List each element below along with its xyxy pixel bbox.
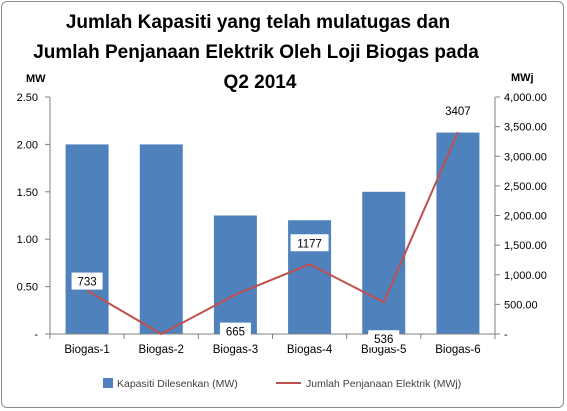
data-label: 1177: [297, 238, 322, 250]
data-label: 3407: [445, 106, 471, 118]
chart-title-line-1: Jumlah Kapasiti yang telah mulatugas dan: [66, 12, 450, 33]
y-right-tick-label: 3,000.00: [504, 151, 547, 163]
line-series-path: [86, 131, 459, 335]
x-category-label: Biogas-3: [213, 344, 258, 356]
bar-3: [213, 215, 257, 334]
data-label-bg: [368, 330, 400, 348]
bar-2: [139, 144, 183, 334]
chart-title-line-3: Q2 2014: [224, 72, 297, 93]
y-left-axis-label: MW: [26, 73, 46, 85]
y-left-tick-label: -: [34, 329, 38, 341]
bar-5: [362, 191, 406, 334]
x-category-label: Biogas-6: [435, 344, 480, 356]
bar-series: [65, 132, 480, 334]
axes: [49, 97, 496, 339]
y-right-ticks: - 500.00 1,000.00 1,500.00 2,000.00 2,500.00 3…: [495, 92, 547, 341]
legend-bar-label: Kapasiti Dilesenkan (MW): [117, 378, 238, 390]
data-label: 733: [77, 277, 96, 289]
data-label: 665: [226, 327, 245, 339]
y-right-tick-label: 2,500.00: [504, 181, 547, 193]
bar-1: [65, 144, 109, 334]
y-right-tick-label: 4,000.00: [504, 92, 547, 104]
y-right-tick-label: 1,500.00: [504, 240, 547, 252]
x-category-label: Biogas-4: [287, 344, 333, 356]
y-right-axis-label: MWj: [511, 72, 534, 84]
x-category-label: Biogas-2: [139, 344, 184, 356]
legend: Kapasiti Dilesenkan (MW) Jumlah Penjanaa…: [103, 378, 461, 390]
data-label-bg: [71, 272, 103, 290]
data-label: 536: [374, 334, 393, 346]
y-left-tick-label: 2.50: [17, 92, 38, 104]
y-right-tick-label: 2,000.00: [504, 211, 547, 223]
y-left-tick-label: 0.50: [17, 282, 38, 294]
chart-title-line-2: Jumlah Penjanaan Elektrik Oleh Loji Biog…: [33, 42, 479, 63]
data-label-bg: [290, 234, 329, 252]
bar-6: [436, 132, 480, 334]
line-series: [86, 131, 459, 335]
legend-line-label: Jumlah Penjanaan Elektrik (MWj): [306, 378, 461, 390]
y-left-ticks: - 0.50 1.00 1.50 2.00 2.50: [17, 92, 50, 341]
y-right-tick-label: -: [504, 329, 508, 341]
y-left-tick-label: 1.00: [17, 234, 38, 246]
data-label-bg: [219, 322, 251, 340]
x-axis-categories: Biogas-1 Biogas-2 Biogas-3 Biogas-4 Biogas-5…: [64, 344, 480, 356]
data-label-bg: [438, 102, 477, 120]
y-left-tick-label: 2.00: [17, 139, 38, 151]
chart-title: Jumlah Kapasiti yang telah mulatugas dan…: [33, 12, 479, 93]
y-right-tick-label: 500.00: [504, 299, 538, 311]
x-category-label: Biogas-1: [64, 344, 109, 356]
y-left-tick-label: 1.50: [17, 187, 38, 199]
y-right-tick-label: 3,500.00: [504, 122, 547, 134]
line-data-labels: 733 665 1177 536 3407: [71, 102, 477, 348]
y-right-tick-label: 1,000.00: [504, 270, 547, 282]
legend-bar-swatch: [103, 378, 113, 388]
